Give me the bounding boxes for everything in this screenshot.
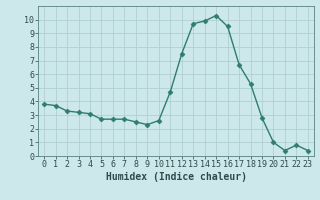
X-axis label: Humidex (Indice chaleur): Humidex (Indice chaleur) — [106, 172, 246, 182]
